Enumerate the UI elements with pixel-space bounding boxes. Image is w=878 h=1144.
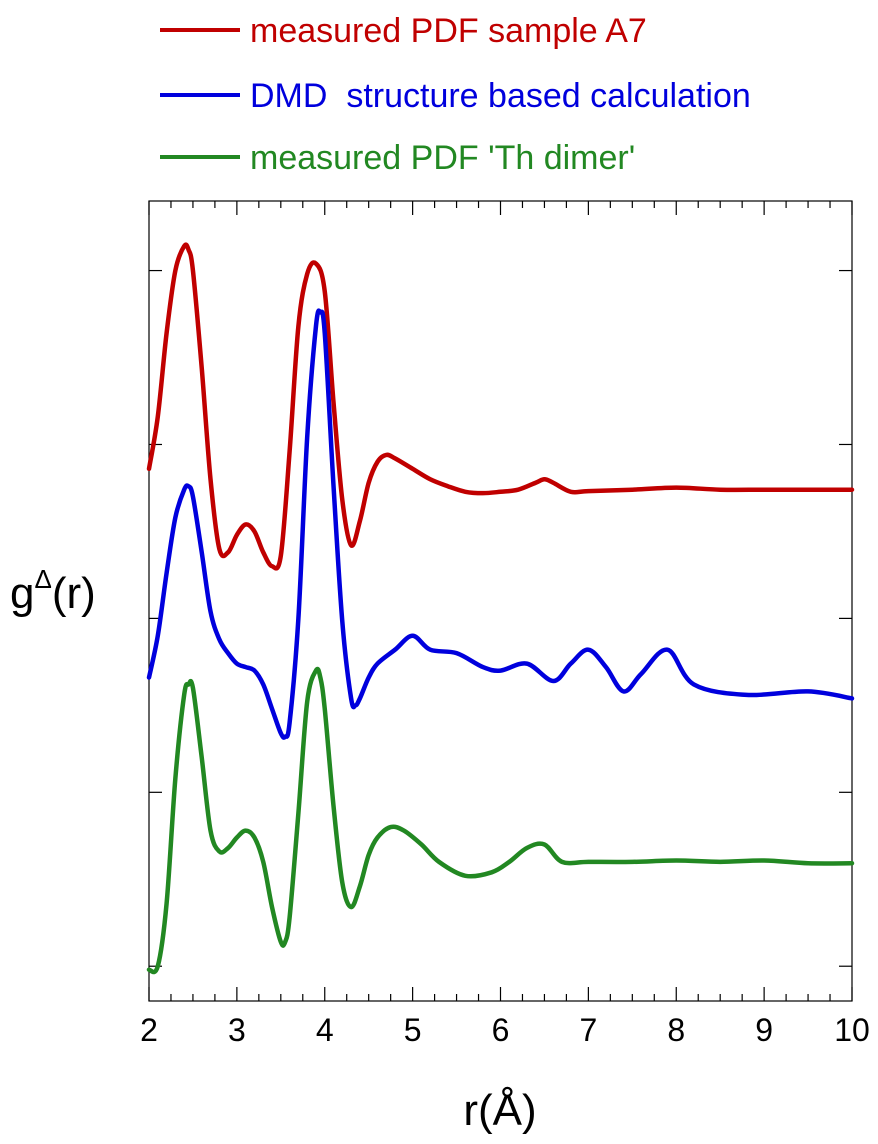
x-tick-label: 10 <box>834 1012 870 1048</box>
x-tick-label: 6 <box>492 1012 510 1048</box>
x-axis-label: r(Å) <box>463 1086 536 1135</box>
x-tick-label: 7 <box>579 1012 597 1048</box>
legend-label-2: measured PDF 'Th dimer' <box>250 139 635 177</box>
x-tick-label: 2 <box>140 1012 158 1048</box>
x-tick-label: 4 <box>316 1012 334 1048</box>
y-ticks <box>149 269 852 967</box>
y-axis-label-superscript: Δ <box>34 564 51 594</box>
series-lines <box>146 242 855 975</box>
x-tick-label: 8 <box>667 1012 685 1048</box>
legend-entry-series-0: measured PDF sample A7 <box>160 12 647 50</box>
x-tick-label: 5 <box>404 1012 422 1048</box>
y-axis-label: gΔ(r) <box>10 564 96 618</box>
plot-frame <box>148 200 853 1002</box>
legend-entry-series-2: measured PDF 'Th dimer' <box>160 139 635 177</box>
x-tick-label: 3 <box>228 1012 246 1048</box>
legend: measured PDF sample A7 DMD structure bas… <box>160 12 751 177</box>
series-line-0 <box>146 242 855 571</box>
x-tick-label: 9 <box>755 1012 773 1048</box>
series-line-2 <box>146 666 855 975</box>
series-line-1 <box>146 308 855 740</box>
x-ticks <box>148 201 853 1001</box>
legend-label-1: DMD structure based calculation <box>250 77 751 115</box>
legend-entry-series-1: DMD structure based calculation <box>160 77 751 115</box>
x-tick-labels: 2 3 4 5 6 7 8 9 10 <box>140 1012 870 1048</box>
y-axis-label-base: g <box>10 569 34 618</box>
y-axis-label-suffix: (r) <box>52 569 96 618</box>
legend-label-0: measured PDF sample A7 <box>250 12 647 50</box>
